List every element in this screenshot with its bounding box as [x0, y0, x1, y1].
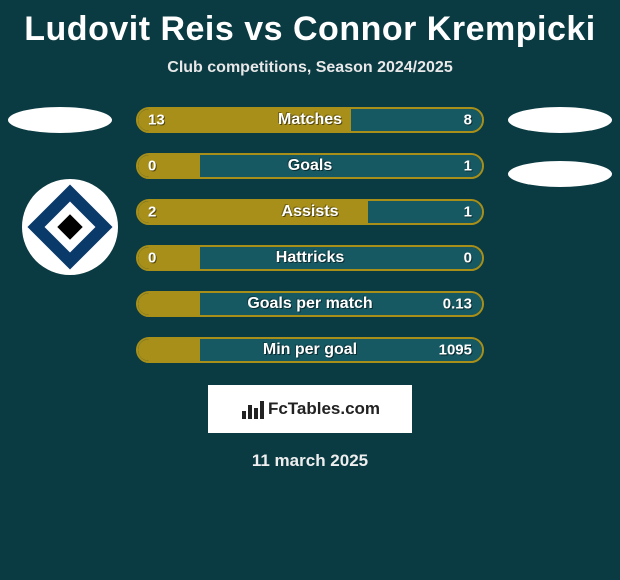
stat-label: Matches: [278, 111, 342, 129]
right-value: 0: [464, 250, 472, 267]
left-value: 13: [148, 112, 165, 129]
stat-row: Goals 0 1: [136, 153, 484, 179]
stat-label: Min per goal: [263, 341, 357, 359]
left-fill: [138, 339, 200, 361]
right-value: 0.13: [443, 296, 472, 313]
left-value: 2: [148, 204, 156, 221]
left-fill: [138, 293, 200, 315]
right-fill: [351, 109, 482, 131]
decoration-ellipse: [508, 107, 612, 133]
right-value: 1: [464, 204, 472, 221]
decoration-ellipse: [508, 161, 612, 187]
stat-row: Hattricks 0 0: [136, 245, 484, 271]
stat-label: Assists: [282, 203, 339, 221]
stat-bars: Matches138Goals01Assists21Hattricks00Goa…: [136, 107, 484, 363]
stat-row: Matches 13 8: [136, 107, 484, 133]
stat-label: Goals per match: [247, 295, 372, 313]
left-value: 0: [148, 250, 156, 267]
stat-row: Min per goal 1095: [136, 337, 484, 363]
club-badge-icon: [22, 179, 118, 275]
right-value: 1095: [439, 342, 472, 359]
decoration-ellipse: [8, 107, 112, 133]
date-text: 11 march 2025: [0, 451, 620, 471]
page-title: Ludovit Reis vs Connor Krempicki: [0, 0, 620, 49]
comparison-area: Matches138Goals01Assists21Hattricks00Goa…: [0, 107, 620, 363]
branding-badge[interactable]: FcTables.com: [208, 385, 412, 433]
stat-label: Goals: [288, 157, 332, 175]
right-fill: [200, 155, 482, 177]
right-value: 8: [464, 112, 472, 129]
subtitle: Club competitions, Season 2024/2025: [0, 59, 620, 77]
stat-row: Goals per match 0.13: [136, 291, 484, 317]
branding-text: FcTables.com: [268, 399, 380, 419]
stat-label: Hattricks: [276, 249, 344, 267]
bar-chart-icon: [240, 397, 264, 421]
stat-row: Assists 2 1: [136, 199, 484, 225]
left-value: 0: [148, 158, 156, 175]
right-value: 1: [464, 158, 472, 175]
